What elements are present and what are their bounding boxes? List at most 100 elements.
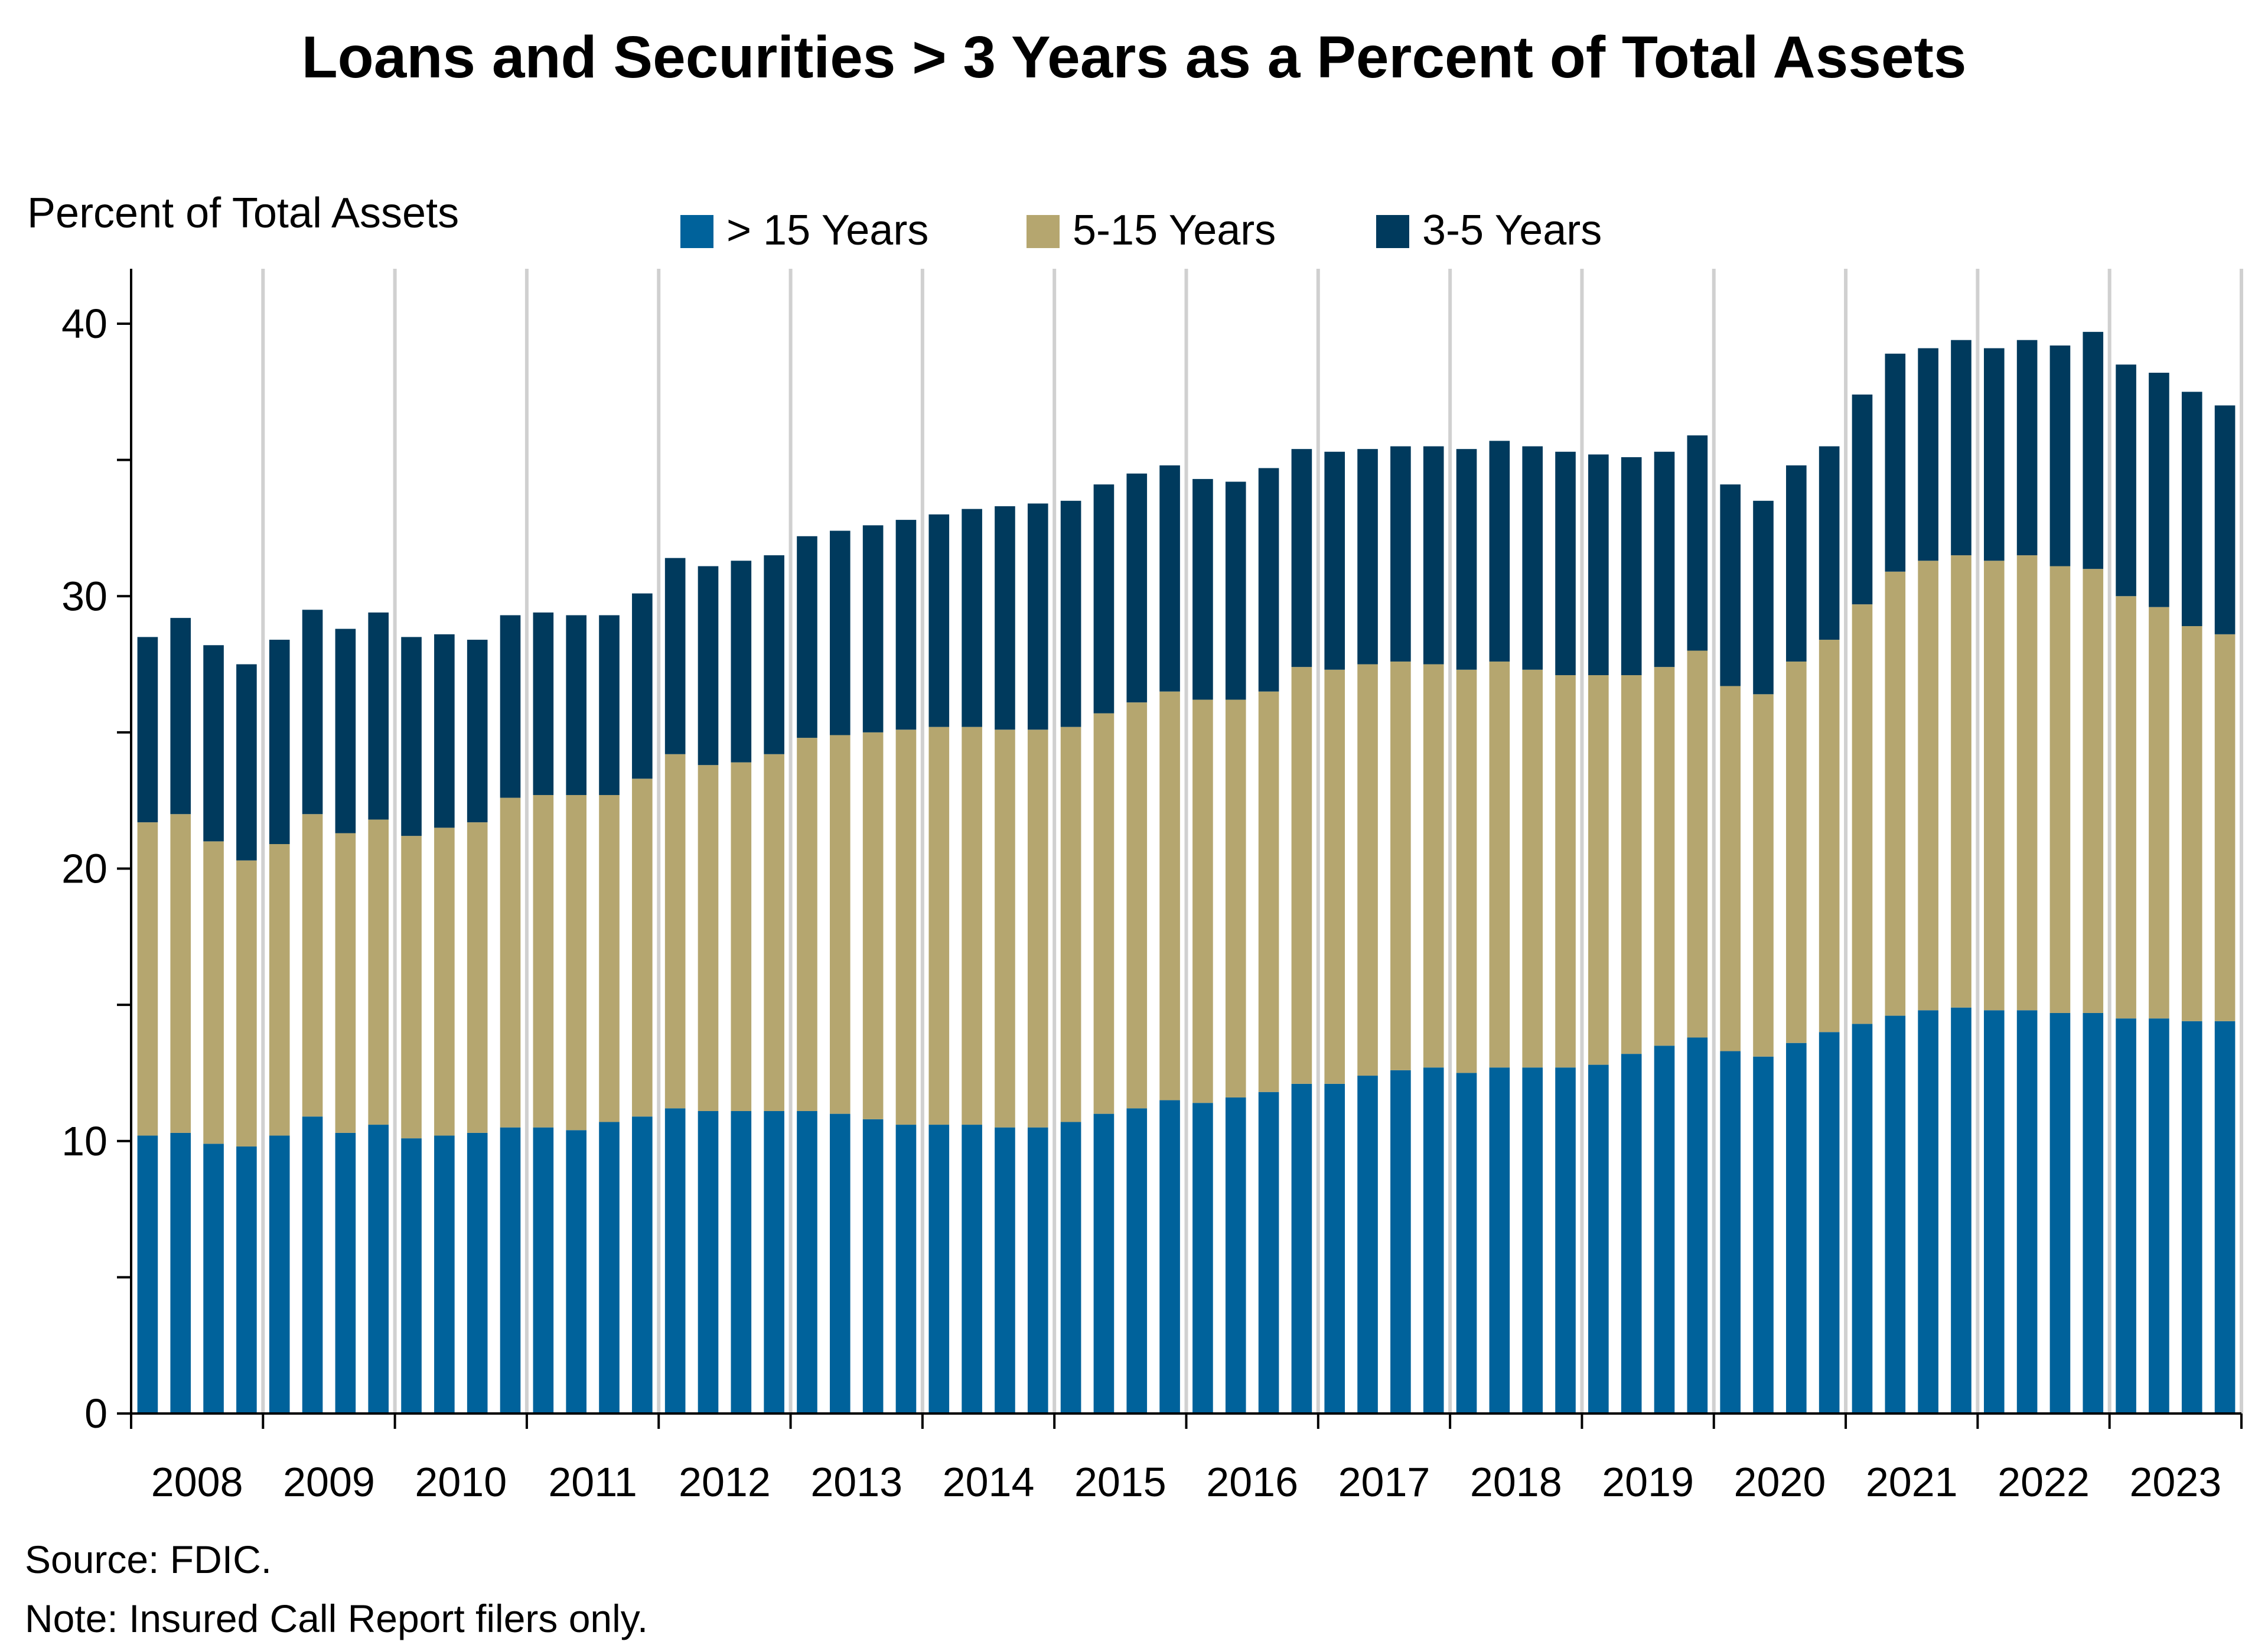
bar-5to15 bbox=[1786, 661, 1807, 1043]
bar-3to5 bbox=[1720, 484, 1741, 686]
bar-5to15 bbox=[632, 779, 653, 1117]
bar-3to5 bbox=[1687, 435, 1708, 651]
bar-3to5 bbox=[500, 615, 521, 798]
bar-5to15 bbox=[434, 828, 455, 1136]
bar-over15 bbox=[137, 1135, 158, 1413]
bar-3to5 bbox=[1258, 468, 1279, 692]
bar-5to15 bbox=[928, 727, 950, 1125]
bar-5to15 bbox=[2214, 634, 2236, 1021]
bar-over15 bbox=[1621, 1054, 1642, 1413]
bar-over15 bbox=[1885, 1015, 1906, 1413]
bar-5to15 bbox=[995, 729, 1015, 1128]
x-tick-label: 2017 bbox=[1338, 1459, 1430, 1505]
axes bbox=[117, 269, 2243, 1429]
bar-3to5 bbox=[1621, 457, 1642, 676]
legend-swatch bbox=[1027, 215, 1060, 248]
bar-3to5 bbox=[1192, 478, 1213, 700]
bar-5to15 bbox=[664, 754, 686, 1109]
bar-over15 bbox=[1753, 1056, 1774, 1413]
bar-over15 bbox=[764, 1111, 784, 1413]
x-tick-label: 2012 bbox=[679, 1459, 771, 1505]
bar-over15 bbox=[995, 1127, 1015, 1413]
bar-5to15 bbox=[698, 765, 719, 1112]
y-tick-label: 10 bbox=[61, 1118, 107, 1164]
x-tick-label: 2018 bbox=[1470, 1459, 1562, 1505]
bar-5to15 bbox=[1258, 691, 1279, 1092]
bar-over15 bbox=[1687, 1037, 1708, 1413]
bar-3to5 bbox=[203, 645, 224, 842]
bar-over15 bbox=[698, 1111, 719, 1413]
bar-over15 bbox=[335, 1132, 356, 1413]
x-tick-label: 2019 bbox=[1602, 1459, 1694, 1505]
bar-over15 bbox=[302, 1116, 323, 1413]
x-tick-label: 2015 bbox=[1074, 1459, 1166, 1505]
x-tick-label: 2014 bbox=[943, 1459, 1035, 1505]
bar-3to5 bbox=[797, 536, 817, 738]
bar-over15 bbox=[434, 1135, 455, 1413]
bar-3to5 bbox=[302, 610, 323, 815]
bar-over15 bbox=[1027, 1127, 1048, 1413]
bar-3to5 bbox=[533, 612, 554, 795]
bar-3to5 bbox=[1225, 481, 1246, 700]
bar-5to15 bbox=[797, 738, 817, 1112]
bar-5to15 bbox=[137, 822, 158, 1136]
bar-5to15 bbox=[829, 735, 850, 1114]
bar-5to15 bbox=[1423, 664, 1444, 1068]
bar-over15 bbox=[1918, 1010, 1938, 1413]
x-tick-label: 2020 bbox=[1734, 1459, 1826, 1505]
x-tick-label: 2011 bbox=[548, 1459, 637, 1505]
bar-3to5 bbox=[2214, 405, 2236, 634]
bar-5to15 bbox=[533, 794, 554, 1128]
bar-3to5 bbox=[2116, 364, 2136, 597]
bar-5to15 bbox=[1126, 702, 1148, 1109]
bar-5to15 bbox=[1093, 713, 1115, 1114]
bar-5to15 bbox=[368, 819, 389, 1125]
bar-3to5 bbox=[1456, 449, 1477, 670]
bar-3to5 bbox=[1159, 465, 1180, 692]
bar-3to5 bbox=[1819, 446, 1840, 640]
bar-over15 bbox=[1786, 1043, 1807, 1413]
bar-over15 bbox=[500, 1127, 521, 1413]
bar-3to5 bbox=[829, 530, 850, 735]
bar-over15 bbox=[368, 1125, 389, 1413]
bar-over15 bbox=[1489, 1067, 1510, 1413]
bar-over15 bbox=[170, 1132, 191, 1413]
bar-5to15 bbox=[1852, 604, 1873, 1024]
bar-over15 bbox=[236, 1146, 257, 1413]
bar-over15 bbox=[1555, 1067, 1576, 1413]
bar-3to5 bbox=[137, 637, 158, 823]
bar-5to15 bbox=[862, 732, 884, 1119]
bar-5to15 bbox=[1357, 664, 1378, 1076]
bar-5to15 bbox=[1951, 555, 1972, 1008]
bar-5to15 bbox=[599, 794, 620, 1122]
bar-over15 bbox=[1983, 1010, 2005, 1413]
bar-3to5 bbox=[928, 514, 950, 727]
bar-3to5 bbox=[269, 640, 290, 844]
bar-3to5 bbox=[335, 628, 356, 833]
bar-over15 bbox=[1390, 1070, 1411, 1413]
bar-over15 bbox=[269, 1135, 290, 1413]
bar-3to5 bbox=[1951, 340, 1972, 556]
x-tick-label: 2022 bbox=[1997, 1459, 2090, 1505]
bar-over15 bbox=[1192, 1103, 1213, 1413]
bar-3to5 bbox=[962, 509, 982, 727]
bar-5to15 bbox=[1720, 686, 1741, 1051]
bar-3to5 bbox=[1983, 348, 2005, 561]
bar-5to15 bbox=[1753, 694, 1774, 1057]
bar-3to5 bbox=[1093, 484, 1115, 714]
bar-3to5 bbox=[434, 634, 455, 828]
x-tick-label: 2016 bbox=[1206, 1459, 1298, 1505]
y-tick-label: 30 bbox=[61, 573, 107, 619]
bar-5to15 bbox=[1324, 669, 1345, 1084]
year-gridlines bbox=[261, 269, 2243, 1413]
x-tick-label: 2023 bbox=[2129, 1459, 2221, 1505]
footnote: Note: Insured Call Report filers only. bbox=[25, 1597, 649, 1640]
bar-over15 bbox=[731, 1111, 752, 1413]
chart-title: Loans and Securities > 3 Years as a Perc… bbox=[301, 24, 1967, 90]
bar-3to5 bbox=[1060, 500, 1081, 727]
bar-over15 bbox=[928, 1125, 950, 1413]
legend-label: 3-5 Years bbox=[1422, 207, 1602, 254]
bar-5to15 bbox=[566, 794, 586, 1131]
bar-5to15 bbox=[335, 833, 356, 1133]
